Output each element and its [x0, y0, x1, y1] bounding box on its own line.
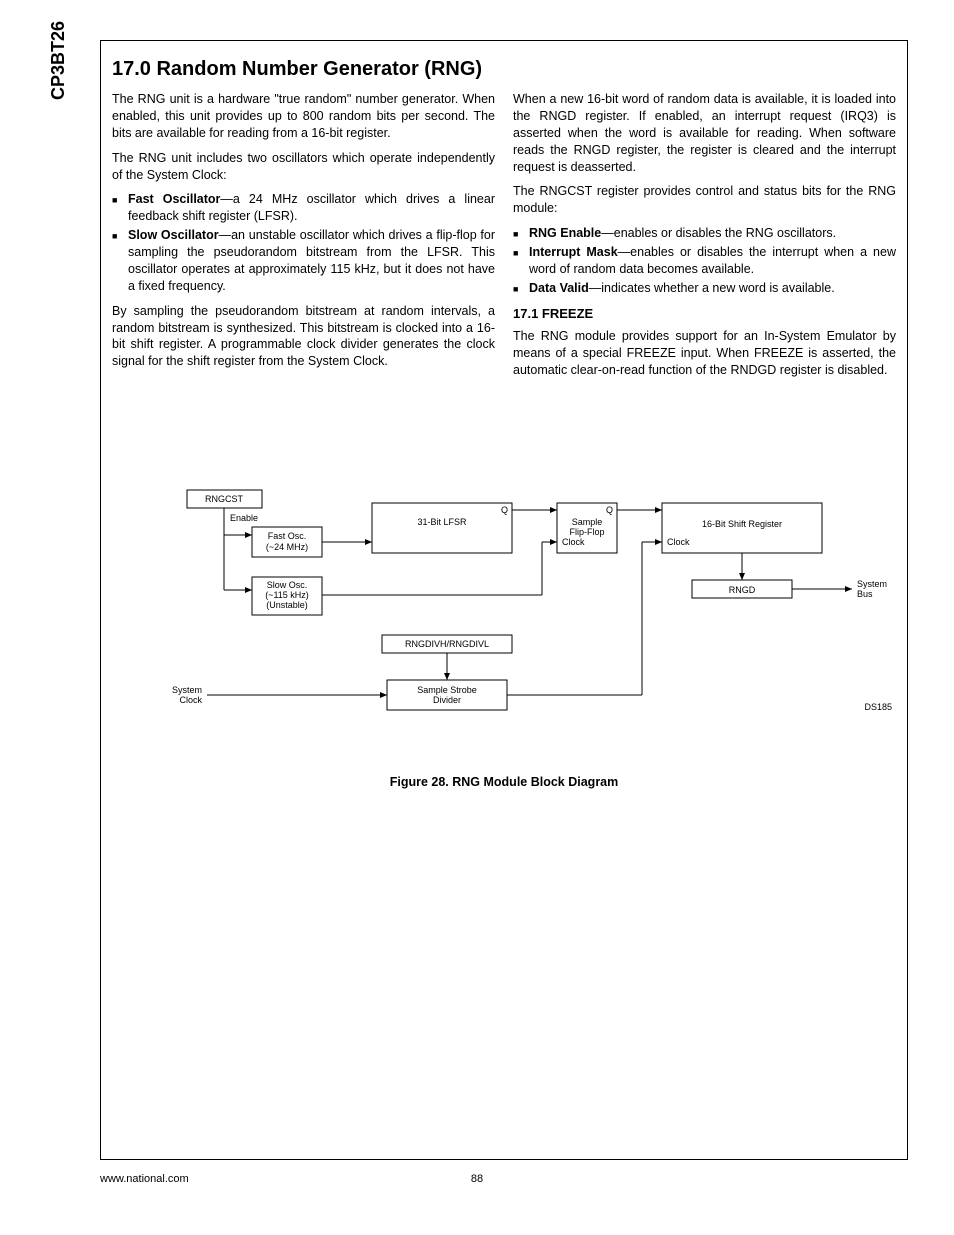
list-item: RNG Enable—enables or disables the RNG o… [513, 225, 896, 242]
paragraph: By sampling the pseudorandom bitstream a… [112, 303, 495, 371]
svg-text:RNGDIVH/RNGDIVL: RNGDIVH/RNGDIVL [405, 639, 489, 649]
block-diagram: .box { fill: #fff; stroke: #000; stroke-… [112, 485, 896, 770]
svg-text:Clock: Clock [667, 537, 690, 547]
svg-text:Sample: Sample [572, 517, 603, 527]
svg-text:Sample Strobe: Sample Strobe [417, 685, 477, 695]
svg-text:Enable: Enable [230, 513, 258, 523]
paragraph: The RNG module provides support for an I… [513, 328, 896, 379]
svg-text:Q: Q [606, 505, 613, 515]
list-item: Fast Oscillator—a 24 MHz oscillator whic… [112, 191, 495, 225]
paragraph: The RNGCST register provides control and… [513, 183, 896, 217]
figure-caption: Figure 28. RNG Module Block Diagram [112, 775, 896, 789]
svg-text:Clock: Clock [562, 537, 585, 547]
list-item: Slow Oscillator—an unstable oscillator w… [112, 227, 495, 295]
bullet-list: RNG Enable—enables or disables the RNG o… [513, 225, 896, 297]
footer-page-number: 88 [0, 1173, 954, 1185]
paragraph: When a new 16-bit word of random data is… [513, 91, 896, 175]
content-area: 17.0 Random Number Generator (RNG) The R… [112, 58, 896, 387]
two-column-layout: The RNG unit is a hardware "true random"… [112, 91, 896, 387]
svg-text:RNGD: RNGD [729, 585, 756, 595]
list-item: Interrupt Mask—enables or disables the i… [513, 244, 896, 278]
svg-text:Q: Q [501, 505, 508, 515]
section-heading: 17.0 Random Number Generator (RNG) [112, 58, 896, 81]
svg-text:(~24 MHz): (~24 MHz) [266, 542, 308, 552]
svg-text:Flip-Flop: Flip-Flop [569, 527, 604, 537]
right-column: When a new 16-bit word of random data is… [513, 91, 896, 387]
left-column: The RNG unit is a hardware "true random"… [112, 91, 495, 387]
svg-text:Fast Osc.: Fast Osc. [268, 531, 307, 541]
side-part-number: CP3BT26 [48, 21, 69, 100]
svg-text:Divider: Divider [433, 695, 461, 705]
svg-text:Slow Osc.: Slow Osc. [267, 580, 308, 590]
svg-text:(~115 kHz): (~115 kHz) [265, 590, 309, 600]
paragraph: The RNG unit includes two oscillators wh… [112, 150, 495, 184]
svg-text:DS185: DS185 [864, 702, 892, 712]
svg-text:16-Bit Shift Register: 16-Bit Shift Register [702, 519, 782, 529]
paragraph: The RNG unit is a hardware "true random"… [112, 91, 495, 142]
svg-text:31-Bit LFSR: 31-Bit LFSR [417, 517, 467, 527]
subsection-heading: 17.1 FREEZE [513, 305, 896, 323]
svg-text:Bus: Bus [857, 589, 873, 599]
svg-text:System: System [172, 685, 202, 695]
svg-text:System: System [857, 579, 887, 589]
bullet-list: Fast Oscillator—a 24 MHz oscillator whic… [112, 191, 495, 294]
list-item: Data Valid—indicates whether a new word … [513, 280, 896, 297]
svg-text:(Unstable): (Unstable) [266, 600, 308, 610]
svg-text:Clock: Clock [179, 695, 202, 705]
svg-text:RNGCST: RNGCST [205, 494, 244, 504]
